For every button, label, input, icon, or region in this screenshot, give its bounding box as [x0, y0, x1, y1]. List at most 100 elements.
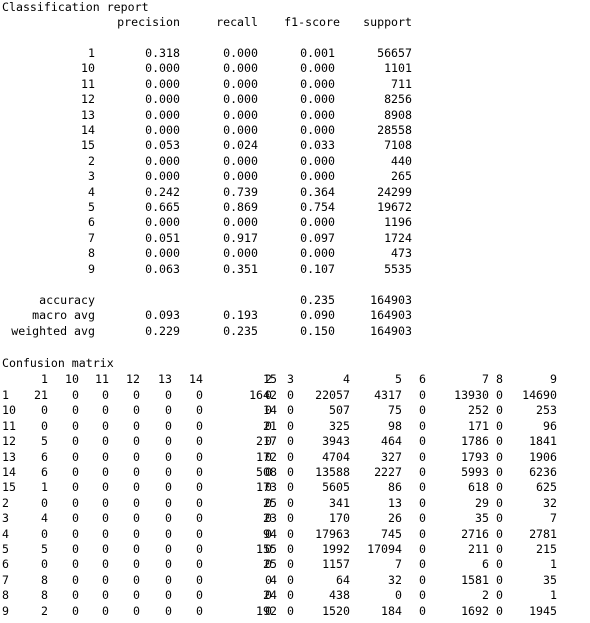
confusion-cell: 0 [72, 403, 79, 418]
confusion-cell: 184 [381, 603, 402, 618]
confusion-cell: 0 [133, 572, 140, 587]
confusion-cell: 618 [468, 480, 489, 495]
confusion-cell: 0 [133, 388, 140, 402]
confusion-cell: 5 [41, 434, 48, 449]
confusion-cell: 4 [41, 511, 48, 526]
confusion-cell: 0 [419, 557, 426, 572]
confusion-cell: 0 [72, 572, 79, 587]
confusion-cell: 745 [381, 526, 402, 541]
confusion-cell: 0 [165, 603, 172, 618]
report-cell: 0.000 [223, 92, 258, 107]
confusion-cell: 0 [72, 542, 79, 556]
report-cell: 0.000 [145, 76, 180, 91]
summary-cell: 0.229 [145, 323, 180, 338]
report-cell: 0.000 [223, 169, 258, 184]
confusion-row-label: 4 [2, 526, 9, 541]
report-row-label: 7 [88, 230, 95, 245]
confusion-cell: 1 [550, 588, 557, 603]
report-cell: 0.318 [145, 46, 180, 60]
confusion-cell: 21 [263, 418, 277, 433]
confusion-row: 2 0 0 0 0 0 0 25 0 0 341 13 0 29 0 32 [2, 496, 588, 511]
report-cell: 0.000 [145, 123, 180, 137]
confusion-cell: 0 [196, 465, 203, 479]
confusion-row-label: 14 [2, 465, 16, 479]
report-cell: 711 [391, 76, 412, 91]
confusion-col-header: 13 [158, 372, 172, 386]
confusion-cell: 0 [496, 588, 503, 603]
report-row-label: 4 [88, 184, 95, 199]
confusion-cell: 438 [329, 588, 350, 603]
confusion-cell: 0 [165, 449, 172, 464]
confusion-cell: 0 [102, 403, 109, 418]
report-cell: 0.000 [223, 76, 258, 91]
confusion-cell: 1157 [322, 557, 350, 572]
confusion-cell: 0 [419, 465, 426, 479]
confusion-col-header: 14 [189, 372, 203, 386]
confusion-cell: 25 [263, 557, 277, 572]
confusion-cell: 170 [329, 511, 350, 526]
report-row: 1 0.318 0.000 0.001 56657 [2, 46, 588, 61]
confusion-cell: 1906 [529, 449, 557, 464]
confusion-cell: 0 [72, 557, 79, 572]
confusion-cell: 8 [41, 572, 48, 587]
confusion-cell: 5993 [461, 465, 489, 479]
confusion-cell: 0 [196, 434, 203, 449]
report-cell: 0.000 [223, 246, 258, 261]
confusion-cell: 0 [287, 465, 294, 479]
confusion-cell: 0 [265, 511, 272, 526]
report-cell: 0.351 [223, 261, 258, 276]
confusion-cell: 1992 [322, 542, 350, 556]
report-header-recall: recall [216, 15, 258, 29]
confusion-cell: 0 [419, 542, 426, 556]
report-cell: 0.000 [223, 123, 258, 137]
confusion-row-label: 7 [2, 572, 9, 587]
report-header-row: precision recall f1-score support [2, 15, 588, 30]
confusion-cell: 0 [419, 603, 426, 618]
confusion-cell: 0 [165, 465, 172, 479]
confusion-cell: 13930 [454, 388, 489, 402]
confusion-cell: 0 [287, 388, 294, 402]
report-row: 2 0.000 0.000 0.000 440 [2, 154, 588, 169]
confusion-cell: 0 [102, 434, 109, 449]
confusion-cell: 0 [265, 480, 272, 495]
confusion-cell: 0 [496, 542, 503, 556]
confusion-cell: 0 [287, 542, 294, 556]
report-cell: 0.000 [145, 246, 180, 261]
confusion-cell: 22057 [315, 388, 350, 402]
confusion-cell: 0 [496, 418, 503, 433]
confusion-cell: 2227 [374, 465, 402, 479]
confusion-cell: 0 [419, 388, 426, 402]
confusion-cell: 0 [41, 526, 48, 541]
confusion-row-label: 8 [2, 588, 9, 603]
confusion-col-header: 2 [265, 372, 272, 386]
confusion-row-label: 11 [2, 418, 16, 433]
confusion-row-label: 5 [2, 542, 9, 556]
confusion-cell: 325 [329, 418, 350, 433]
report-row: 9 0.063 0.351 0.107 5535 [2, 262, 588, 277]
confusion-row-label: 12 [2, 434, 16, 449]
report-row: 5 0.665 0.869 0.754 19672 [2, 200, 588, 215]
confusion-cell: 0 [419, 449, 426, 464]
confusion-cell: 0 [41, 557, 48, 572]
report-row: 13 0.000 0.000 0.000 8908 [2, 108, 588, 123]
confusion-cell: 0 [265, 449, 272, 464]
confusion-row: 10 0 0 0 0 0 0 14 0 0 507 75 0 252 0 253 [2, 403, 588, 418]
confusion-cell: 0 [72, 603, 79, 618]
confusion-row: 13 6 0 0 0 0 0 172 0 0 4704 327 0 1793 0 1906 [2, 450, 588, 465]
summary-cell: 0.193 [223, 308, 258, 323]
confusion-cell: 0 [102, 511, 109, 526]
confusion-cell: 29 [475, 495, 489, 510]
confusion-cell: 0 [102, 449, 109, 464]
report-cell: 0.051 [145, 230, 180, 245]
confusion-cell: 13588 [315, 465, 350, 479]
confusion-cell: 0 [265, 557, 272, 572]
confusion-cell: 0 [265, 465, 272, 479]
confusion-cell: 6236 [529, 465, 557, 479]
confusion-col-header: 7 [482, 372, 489, 386]
report-cell: 0.000 [145, 153, 180, 168]
confusion-cell: 0 [165, 403, 172, 418]
confusion-cell: 0 [165, 542, 172, 556]
confusion-cell: 21 [34, 388, 48, 402]
confusion-cell: 0 [102, 542, 109, 556]
report-cell: 0.001 [300, 46, 335, 60]
